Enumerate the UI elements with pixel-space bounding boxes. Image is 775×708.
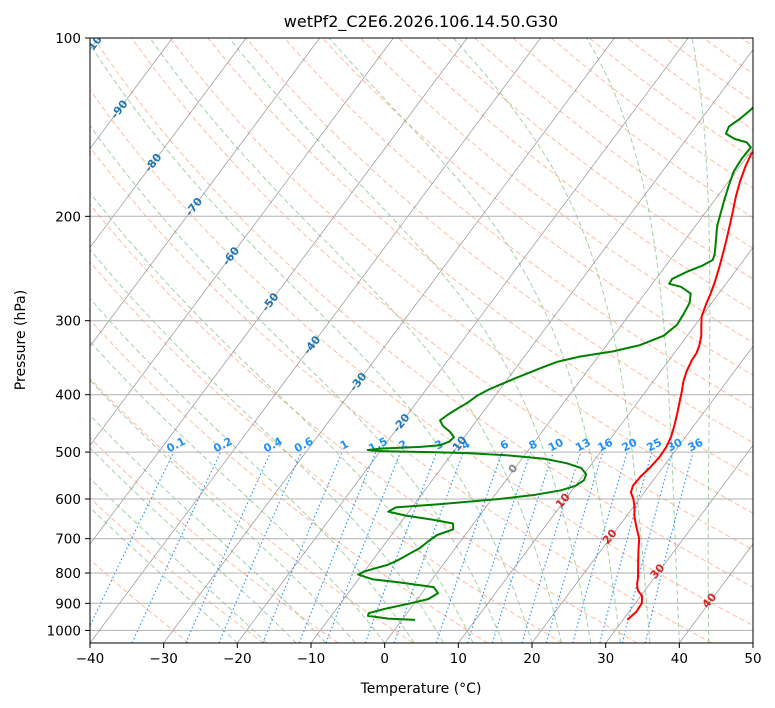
dry-adiabat	[398, 38, 753, 312]
x-tick-label: 20	[523, 651, 540, 667]
dry-adiabat	[90, 558, 190, 643]
mixing-ratio-line	[491, 451, 555, 643]
dry-adiabat	[90, 146, 712, 643]
y-tick-label: 700	[55, 532, 81, 548]
isotherm-line	[384, 147, 753, 643]
isotherm-line	[457, 246, 753, 643]
isotherm-line	[90, 38, 173, 150]
mixing-ratio-line	[545, 451, 604, 643]
mixing-ratio-label: 13	[573, 436, 593, 455]
mixing-ratio-line	[325, 451, 402, 643]
x-tick-label: −20	[223, 651, 252, 667]
y-axis-title: Pressure (hPa)	[13, 290, 29, 390]
moist-adiabat	[691, 38, 711, 643]
x-tick-label: 40	[671, 651, 688, 667]
x-tick-label: −10	[297, 651, 326, 667]
x-tick-label: −40	[76, 651, 105, 667]
isotherm-line	[90, 38, 394, 446]
plot-frame	[89, 37, 754, 644]
isotherm-line	[90, 38, 468, 545]
isotherm-line	[90, 38, 542, 643]
isotherm-line	[236, 38, 689, 643]
moist-adiabat	[586, 38, 680, 643]
x-tick-label: 0	[380, 651, 389, 667]
isotherm-line	[90, 38, 247, 249]
profile-series	[357, 105, 753, 621]
moist-adiabat	[453, 38, 651, 643]
x-tick-label: 30	[597, 651, 614, 667]
y-tick-label: 900	[55, 596, 81, 612]
dry-adiabat	[283, 38, 753, 410]
x-tick-label: 10	[450, 651, 467, 667]
y-tick-label: 200	[55, 209, 81, 225]
moist-adiabat	[90, 414, 327, 643]
moist-adiabat	[90, 124, 503, 643]
mixing-ratio-line	[364, 451, 438, 643]
isotherm-line	[90, 38, 321, 348]
dry-adiabat	[90, 203, 638, 643]
isotherm-line	[310, 49, 753, 643]
isotherm-line	[605, 444, 753, 643]
mixing-ratio-label: 10	[546, 436, 566, 455]
y-tick-label: 600	[55, 492, 81, 508]
mixing-ratio-line	[599, 451, 653, 643]
mixing-ratio-line	[644, 451, 694, 643]
pressure-gridlines	[90, 38, 753, 631]
y-tick-label: 500	[55, 445, 81, 461]
isotherm-line	[163, 38, 615, 643]
x-axis-title: Temperature (°C)	[360, 681, 482, 697]
isotherm-line	[531, 345, 753, 643]
mixing-ratio-label: 25	[644, 436, 664, 455]
mixing-ratio-line	[218, 451, 302, 643]
moist-adiabat	[328, 38, 621, 643]
x-tick-label: 50	[744, 651, 761, 667]
mixing-ratio-label: 16	[595, 436, 615, 455]
dry-adiabat	[90, 261, 563, 643]
x-tick-label: −30	[149, 651, 178, 667]
mixing-ratio-line	[466, 451, 532, 643]
moist-adiabat	[90, 379, 356, 643]
y-tick-label: 400	[55, 388, 81, 404]
mixing-ratio-line	[262, 451, 343, 643]
moist-adiabat	[228, 38, 592, 643]
moist-adiabat	[90, 447, 297, 643]
dry-adiabat	[90, 319, 488, 643]
dry-adiabat	[90, 89, 753, 627]
background-lines	[90, 38, 753, 643]
axes: −40 −30 −20 −10 0 10 20 30 40 50 100 200 300 400 500 60…	[47, 31, 762, 667]
mixing-ratio-line	[435, 451, 503, 643]
moist-adiabat	[90, 477, 268, 643]
mixing-ratio-line	[185, 451, 272, 643]
mixing-ratio-label: 36	[686, 436, 706, 455]
y-tick-label: 1000	[47, 623, 81, 639]
temperature-line	[626, 150, 753, 621]
moist-adiabat	[149, 38, 562, 643]
dry-adiabat	[360, 38, 753, 344]
mixing-ratio-line	[298, 451, 377, 643]
isotherm-line	[752, 642, 753, 643]
y-tick-label: 100	[55, 31, 81, 47]
moist-adiabat	[90, 43, 533, 643]
dry-adiabat	[131, 38, 753, 551]
y-tick-label: 800	[55, 566, 81, 582]
chart-title: wetPf2_C2E6.2026.106.14.50.G30	[284, 12, 558, 32]
dry-adiabat	[245, 38, 753, 444]
y-tick-label: 300	[55, 314, 81, 330]
mixing-ratio-line	[521, 451, 582, 643]
mixing-ratio-line	[572, 451, 628, 643]
moist-adiabat	[90, 191, 474, 643]
mixing-ratio-label: 20	[620, 436, 640, 455]
moist-adiabat	[90, 297, 415, 643]
dewpoint-line	[357, 105, 753, 621]
